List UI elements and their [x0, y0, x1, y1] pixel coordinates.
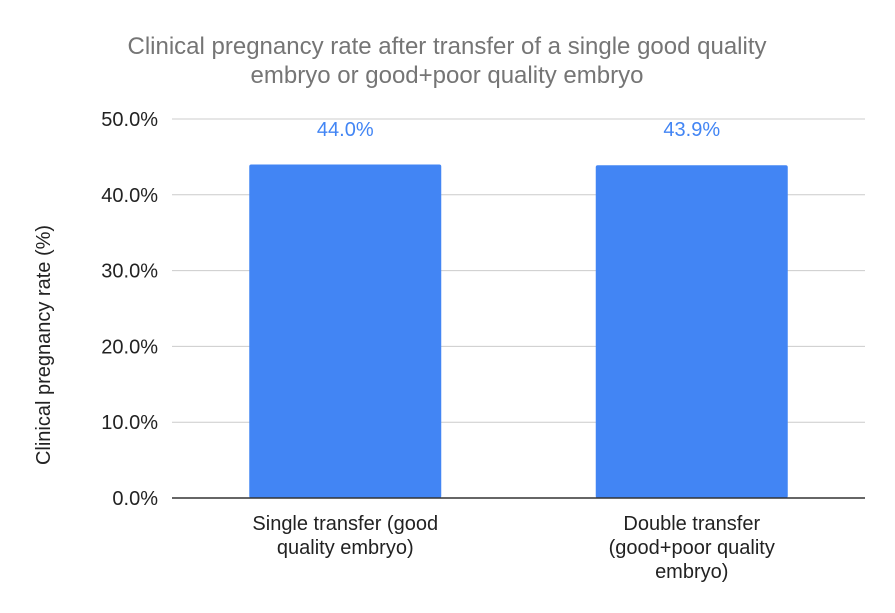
bar [249, 164, 442, 499]
y-tick-label: 30.0% [101, 261, 158, 283]
y-tick-label: 50.0% [101, 109, 158, 131]
data-labels: 44.0% 43.9% [317, 119, 720, 141]
chart-title: Clinical pregnancy rate after transfer o… [127, 33, 766, 89]
chart-title-line: embryo or good+poor quality embryo [251, 62, 644, 89]
y-axis-ticks: 0.0% 10.0% 20.0% 30.0% 40.0% 50.0% [101, 109, 158, 510]
x-category-label: (good+poor quality [609, 537, 775, 559]
y-tick-label: 20.0% [101, 336, 158, 358]
y-tick-label: 40.0% [101, 185, 158, 207]
y-tick-label: 0.0% [112, 488, 158, 510]
bars [249, 164, 788, 499]
chart-title-line: Clinical pregnancy rate after transfer o… [127, 33, 766, 60]
data-label: 44.0% [317, 119, 374, 141]
data-label: 43.9% [663, 119, 720, 141]
x-category-label: Double transfer [623, 513, 760, 535]
x-category-label: quality embryo) [277, 537, 414, 559]
x-category-label: embryo) [655, 561, 728, 583]
y-tick-label: 10.0% [101, 412, 158, 434]
y-axis-label: Clinical pregnancy rate (%) [33, 225, 55, 465]
x-category-label: Single transfer (good [252, 513, 438, 535]
bar [595, 165, 788, 498]
